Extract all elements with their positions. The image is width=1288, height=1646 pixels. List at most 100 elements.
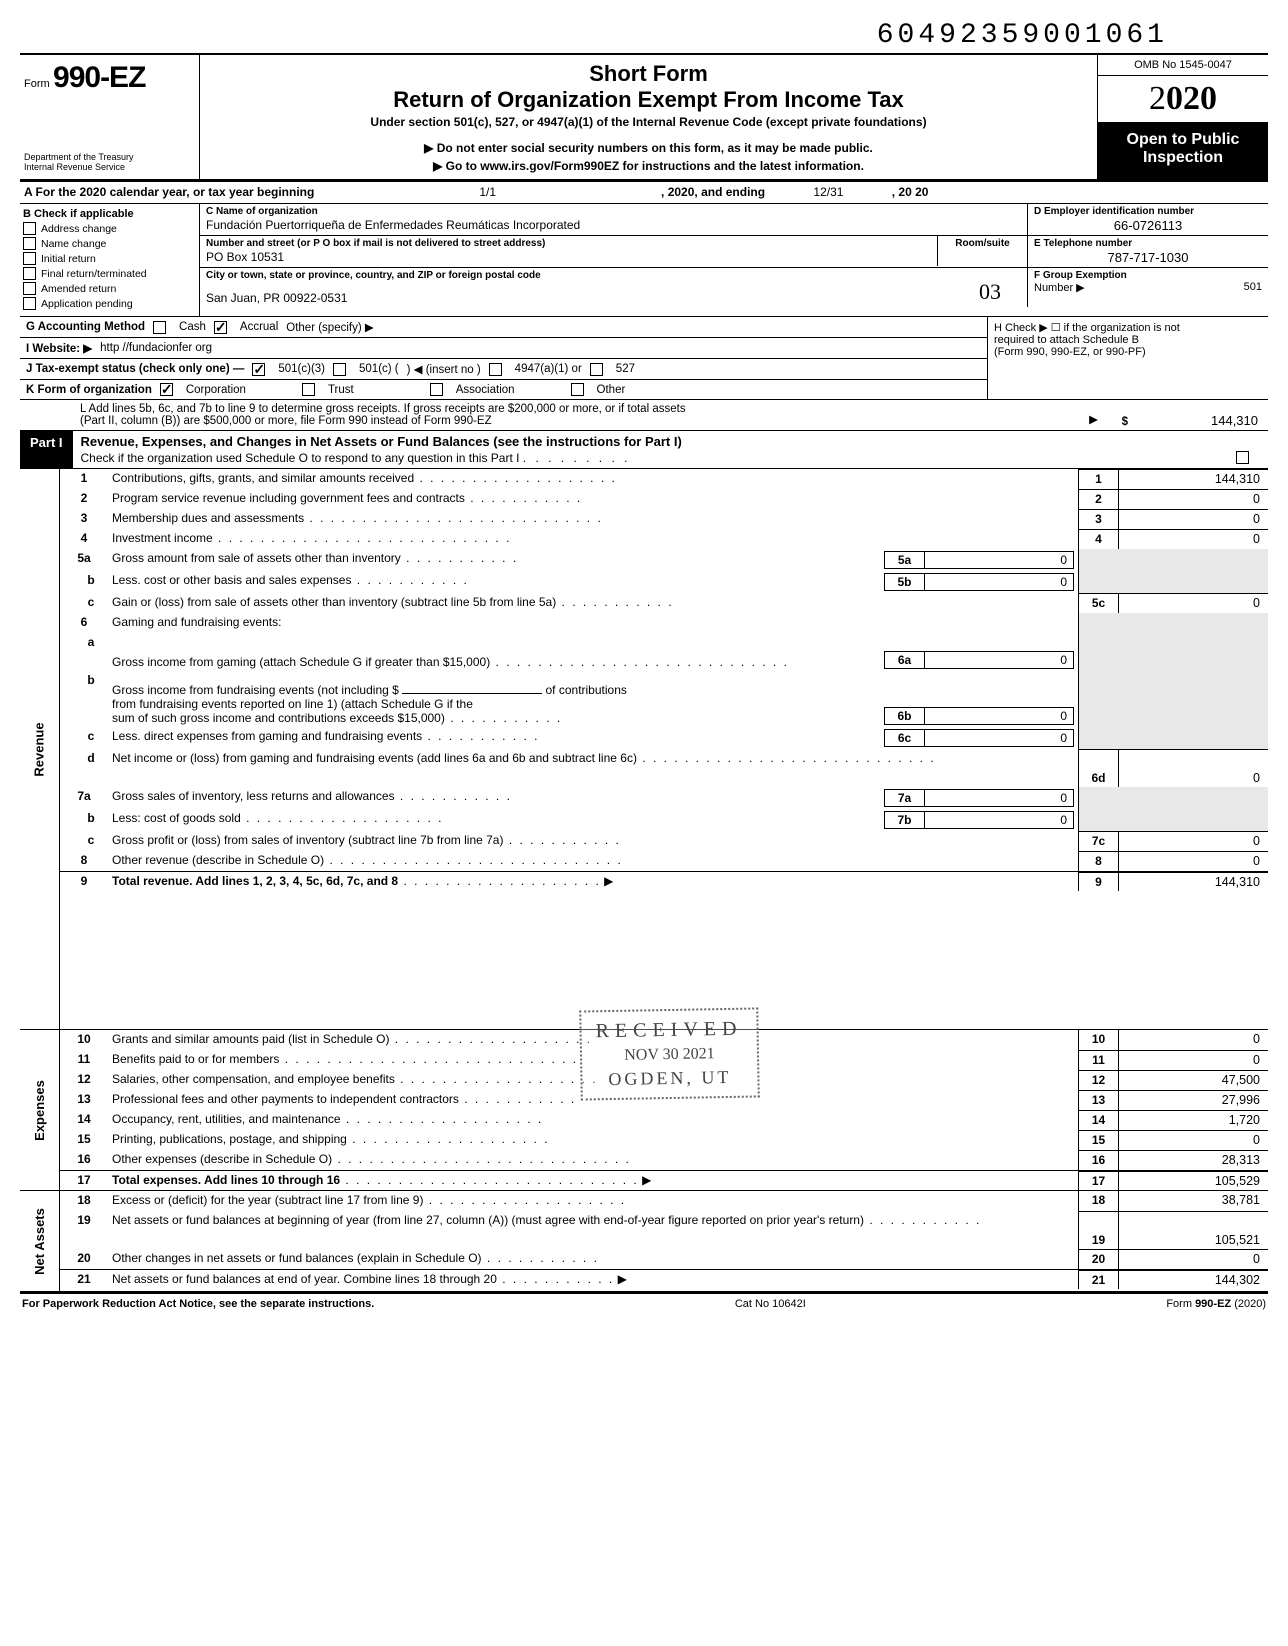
chk-amended[interactable] bbox=[23, 282, 36, 295]
lbl-cash: Cash bbox=[179, 321, 206, 333]
ln8-box: 8 bbox=[1078, 851, 1118, 871]
lbl-accrual: Accrual bbox=[240, 321, 278, 333]
chk-association[interactable] bbox=[430, 383, 443, 396]
ln10-box: 10 bbox=[1078, 1030, 1118, 1050]
subtitle-url: ▶ Go to www.irs.gov/Form990EZ for instru… bbox=[208, 159, 1089, 173]
cell-street: Number and street (or P O box if mail is… bbox=[200, 236, 1028, 267]
chk-trust[interactable] bbox=[302, 383, 315, 396]
ln6c-num: c bbox=[60, 727, 108, 749]
section-netassets-label: Net Assets bbox=[32, 1208, 47, 1275]
chk-address-change[interactable] bbox=[23, 222, 36, 235]
lbl-501c: 501(c) ( bbox=[359, 363, 399, 375]
row-a-mid: , 2020, and ending bbox=[661, 185, 765, 199]
row-i-website: I Website: ▶ http //fundacionfer org bbox=[20, 338, 987, 359]
row-h-schedule-b: H Check ▶ ☐ if the organization is not r… bbox=[988, 317, 1268, 399]
chk-corporation[interactable] bbox=[160, 383, 173, 396]
chk-501c3[interactable] bbox=[252, 363, 265, 376]
ln20-amt: 0 bbox=[1118, 1249, 1268, 1269]
ln6b-num: b bbox=[60, 671, 108, 727]
footer-center: Cat No 10642I bbox=[735, 1298, 806, 1310]
ln11-box: 11 bbox=[1078, 1050, 1118, 1070]
ln16-box: 16 bbox=[1078, 1150, 1118, 1170]
lbl-pending: Application pending bbox=[41, 298, 133, 310]
ln3-desc: Membership dues and assessments bbox=[108, 509, 1078, 529]
lbl-org-name: C Name of organization bbox=[206, 206, 1021, 217]
ln3-num: 3 bbox=[60, 509, 108, 529]
ln6-desc: Gaming and fundraising events: bbox=[108, 613, 1078, 633]
subtitle-ssn: ▶ Do not enter social security numbers o… bbox=[208, 141, 1089, 155]
ln1-desc: Contributions, gifts, grants, and simila… bbox=[108, 469, 1078, 489]
financial-table: Revenue 1 Contributions, gifts, grants, … bbox=[20, 469, 1268, 1294]
chk-accrual[interactable] bbox=[214, 321, 227, 334]
chk-initial-return[interactable] bbox=[23, 252, 36, 265]
ln7c-amt: 0 bbox=[1118, 831, 1268, 851]
ln1-amt: 144,310 bbox=[1118, 469, 1268, 489]
chk-final-return[interactable] bbox=[23, 267, 36, 280]
ln7c-desc: Gross profit or (loss) from sales of inv… bbox=[108, 831, 1078, 851]
ln1-box: 1 bbox=[1078, 469, 1118, 489]
lbl-trust: Trust bbox=[328, 384, 354, 396]
chk-pending[interactable] bbox=[23, 297, 36, 310]
ln17-num: 17 bbox=[60, 1171, 108, 1190]
ln15-amt: 0 bbox=[1118, 1130, 1268, 1150]
header-info-grid: B Check if applicable Address change Nam… bbox=[20, 204, 1268, 317]
row-k-form-org: K Form of organization Corporation Trust… bbox=[20, 380, 987, 399]
ln6c-iamt: 0 bbox=[924, 729, 1074, 747]
ln5c-amt: 0 bbox=[1118, 593, 1268, 613]
row-g-accounting: G Accounting Method Cash Accrual Other (… bbox=[20, 317, 987, 338]
dollar-sign: $ bbox=[1122, 416, 1128, 428]
ln17-amt: 105,529 bbox=[1118, 1171, 1268, 1190]
ln19-desc: Net assets or fund balances at beginning… bbox=[108, 1211, 1078, 1249]
ln7b-ibox: 7b bbox=[884, 811, 924, 829]
row-l-text2: (Part II, column (B)) are $500,000 or mo… bbox=[80, 415, 1262, 427]
chk-527[interactable] bbox=[590, 363, 603, 376]
val-ein: 66-0726113 bbox=[1034, 218, 1262, 233]
ln9-desc: Total revenue. Add lines 1, 2, 3, 4, 5c,… bbox=[108, 872, 1078, 891]
ln2-amt: 0 bbox=[1118, 489, 1268, 509]
chk-4947[interactable] bbox=[489, 363, 502, 376]
ln7a-num: 7a bbox=[60, 787, 108, 809]
footer-left: For Paperwork Reduction Act Notice, see … bbox=[22, 1298, 374, 1310]
ln19-num: 19 bbox=[60, 1211, 108, 1249]
ln4-desc: Investment income bbox=[108, 529, 1078, 549]
ln4-amt: 0 bbox=[1118, 529, 1268, 549]
col-b-checkboxes: B Check if applicable Address change Nam… bbox=[20, 204, 200, 316]
ln12-amt: 47,500 bbox=[1118, 1070, 1268, 1090]
ln17-box: 17 bbox=[1078, 1171, 1118, 1190]
footer-right: Form 990-EZ (2020) bbox=[1166, 1298, 1266, 1310]
ln13-box: 13 bbox=[1078, 1090, 1118, 1110]
omb-number: OMB No 1545-0047 bbox=[1098, 55, 1268, 76]
val-group-number: 501 bbox=[1244, 281, 1262, 294]
open-to-public: Open to Public Inspection bbox=[1098, 123, 1268, 179]
ln5a-iamt: 0 bbox=[924, 551, 1074, 569]
chk-other-org[interactable] bbox=[571, 383, 584, 396]
chk-name-change[interactable] bbox=[23, 237, 36, 250]
chk-schedule-o[interactable] bbox=[1236, 451, 1249, 464]
ln5b-blank bbox=[1078, 571, 1268, 593]
ln12-num: 12 bbox=[60, 1070, 108, 1090]
chk-501c[interactable] bbox=[333, 363, 346, 376]
ln6b-iamt: 0 bbox=[924, 707, 1074, 725]
ln6b-desc: Gross income from fundraising events (no… bbox=[108, 671, 1078, 727]
ln8-amt: 0 bbox=[1118, 851, 1268, 871]
val-website: http //fundacionfer org bbox=[100, 342, 212, 354]
part-i-tab: Part I bbox=[20, 431, 73, 468]
ln7b-iamt: 0 bbox=[924, 811, 1074, 829]
lbl-4947: 4947(a)(1) or bbox=[515, 363, 582, 375]
ln3-amt: 0 bbox=[1118, 509, 1268, 529]
ln4-box: 4 bbox=[1078, 529, 1118, 549]
col-b-label: B Check if applicable bbox=[23, 208, 196, 220]
part-i-title-wrap: Revenue, Expenses, and Changes in Net As… bbox=[73, 431, 1268, 468]
ln6a-iamt: 0 bbox=[924, 651, 1074, 669]
dept-treasury: Department of the Treasury Internal Reve… bbox=[24, 153, 195, 173]
ln4-num: 4 bbox=[60, 529, 108, 549]
lbl-corporation: Corporation bbox=[186, 384, 246, 396]
lbl-street: Number and street (or P O box if mail is… bbox=[206, 238, 937, 249]
val-street: PO Box 10531 bbox=[206, 250, 937, 264]
ln18-num: 18 bbox=[60, 1191, 108, 1211]
ln11-amt: 0 bbox=[1118, 1050, 1268, 1070]
chk-cash[interactable] bbox=[153, 321, 166, 334]
tracking-number: 60492359001061 bbox=[20, 20, 1268, 51]
lbl-address-change: Address change bbox=[41, 223, 117, 235]
val-org-name: Fundación Puertorriqueña de Enfermedades… bbox=[206, 218, 1021, 232]
